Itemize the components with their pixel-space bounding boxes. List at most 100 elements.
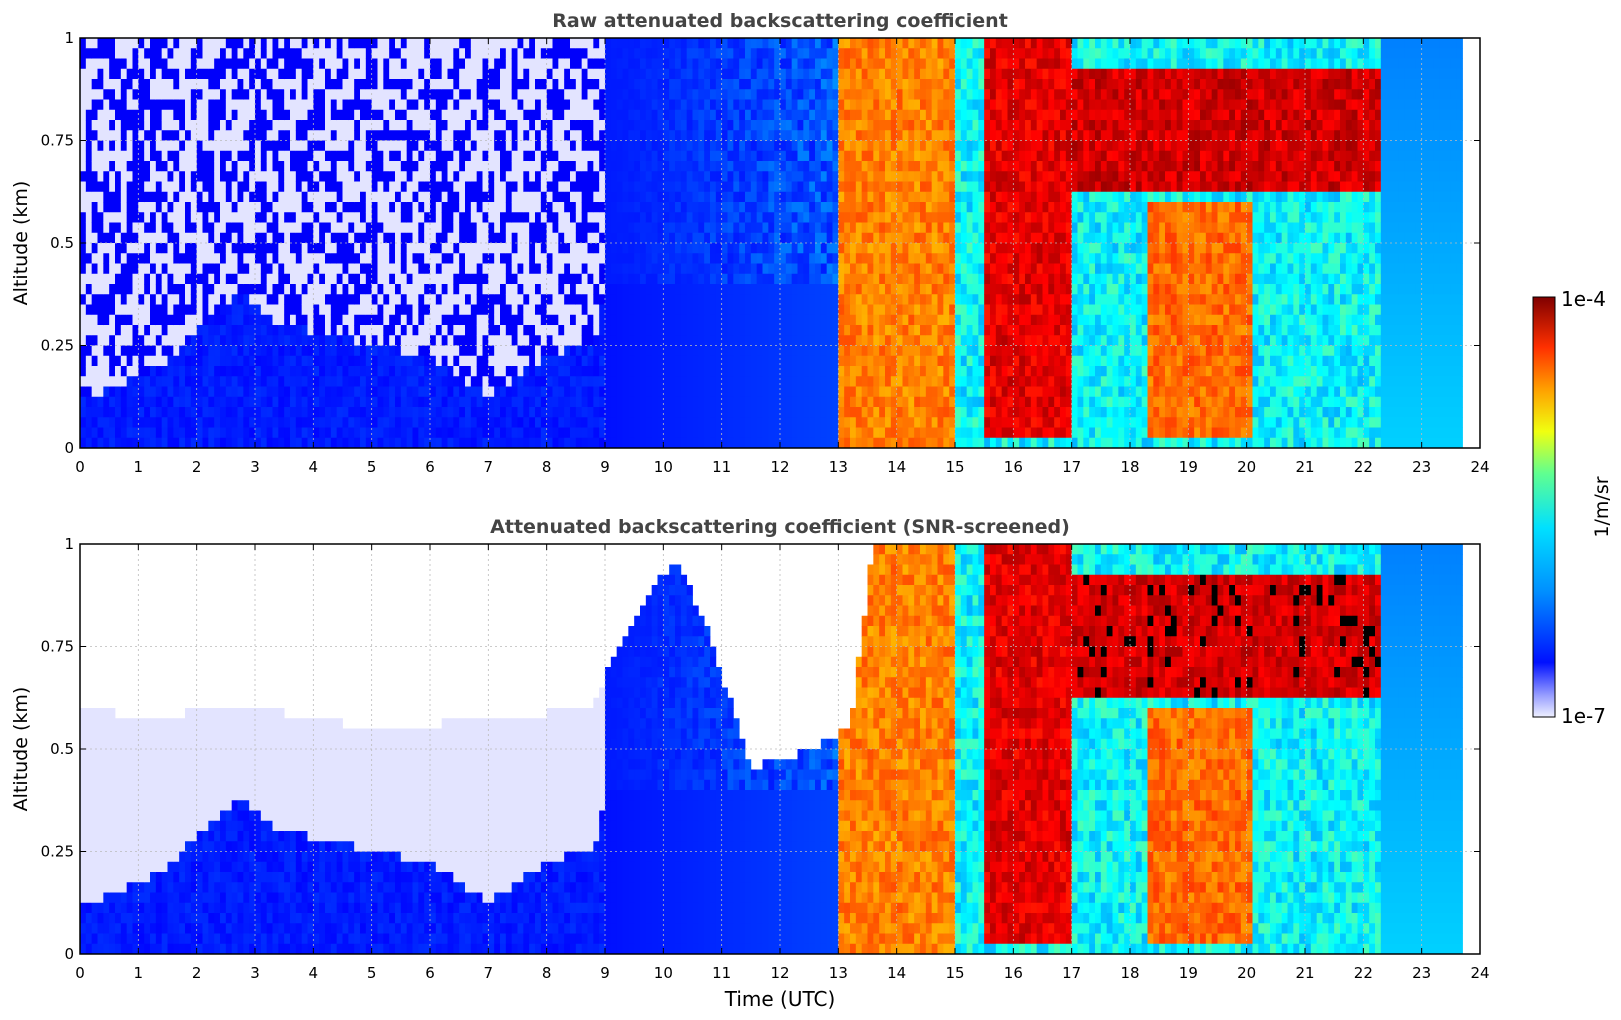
heatmap-cell [733,437,740,449]
heatmap-cell [488,345,495,357]
heatmap-cell [290,386,297,398]
heatmap-cell [704,407,711,418]
heatmap-cell [342,222,349,234]
heatmap-cell [91,48,98,59]
heatmap-cell [354,427,361,439]
heatmap-cell [255,212,262,223]
heatmap-cell [138,407,145,418]
heatmap-cell [150,191,157,203]
heatmap-cell [634,171,641,182]
heatmap-cell [435,212,443,223]
heatmap-cell [202,284,209,295]
heatmap-cell [675,232,682,244]
heatmap-cell [435,407,443,418]
heatmap-cell [196,396,203,408]
heatmap-cell [167,243,174,254]
heatmap-cell [290,396,297,408]
heatmap-cell [575,355,583,367]
heatmap-cell [686,355,693,367]
heatmap-cell [780,243,787,254]
heatmap-cell [319,243,326,254]
heatmap-cell [570,396,577,408]
heatmap-cell [389,79,396,90]
heatmap-cell [220,355,227,367]
heatmap-cell [511,294,518,305]
heatmap-cell [482,161,489,172]
heatmap-cell [488,273,495,285]
heatmap-cell [208,58,215,70]
heatmap-cell [319,253,326,264]
heatmap-cell [599,48,606,59]
heatmap-cell [517,427,524,439]
heatmap-cell [179,140,186,152]
heatmap-cell [715,304,723,316]
heatmap-cell [167,202,174,213]
heatmap-cell [745,150,752,162]
heatmap-cell [435,437,443,449]
heatmap-cell [505,109,513,121]
heatmap-cell [214,181,221,193]
heatmap-cell [365,232,373,244]
heatmap-cell [470,294,478,305]
heatmap-cell [529,355,536,367]
heatmap-cell [710,38,717,49]
heatmap-cell [290,140,297,152]
heatmap-cell [185,99,192,111]
heatmap-cell [272,120,279,131]
heatmap-cell [505,191,513,203]
heatmap-cell [109,386,116,398]
heatmap-cell [225,38,233,49]
heatmap-cell [220,314,227,326]
heatmap-cell [465,427,472,439]
heatmap-cell [313,109,320,121]
heatmap-cell [330,437,338,449]
heatmap-cell [523,161,530,172]
heatmap-cell [330,263,338,275]
heatmap-cell [313,396,320,408]
heatmap-cell [430,120,437,131]
heatmap-cell [336,48,343,59]
heatmap-cell [383,191,390,203]
heatmap-cell [301,294,308,305]
heatmap-cell [791,212,798,223]
heatmap-cell [418,79,425,90]
heatmap-cell [412,325,419,336]
heatmap-cell [587,396,594,408]
heatmap-cell [377,202,384,213]
heatmap-cell [710,181,717,193]
heatmap-cell [243,150,250,162]
heatmap-cell [546,314,553,326]
heatmap-cell [441,376,448,387]
heatmap-cell [517,48,524,59]
heatmap-cell [278,243,285,254]
heatmap-cell [465,140,472,152]
heatmap-cell [167,171,174,182]
heatmap-cell [371,48,378,59]
heatmap-cell [196,304,203,316]
heatmap-cell [762,366,769,377]
heatmap-cell [710,376,717,387]
heatmap-cell [529,243,536,254]
heatmap-cell [634,161,641,172]
heatmap-cell [605,427,612,439]
heatmap-cell [301,284,308,295]
heatmap-cell [785,68,793,80]
heatmap-cell [669,99,676,111]
heatmap-cell [249,304,256,316]
heatmap-cell [196,345,203,357]
heatmap-cell [651,68,658,80]
heatmap-cell [645,171,653,182]
heatmap-cell [260,89,268,100]
heatmap-cell [628,58,635,70]
heatmap-cell [354,161,361,172]
heatmap-cell [692,109,699,121]
heatmap-cell [698,48,705,59]
heatmap-cell [360,437,367,449]
heatmap-cell [750,58,758,70]
heatmap-cell [768,355,775,367]
heatmap-cell [80,58,87,70]
heatmap-cell [85,273,93,285]
heatmap-cell [797,171,804,182]
heatmap-cell [120,222,128,234]
heatmap-cell [430,38,437,49]
